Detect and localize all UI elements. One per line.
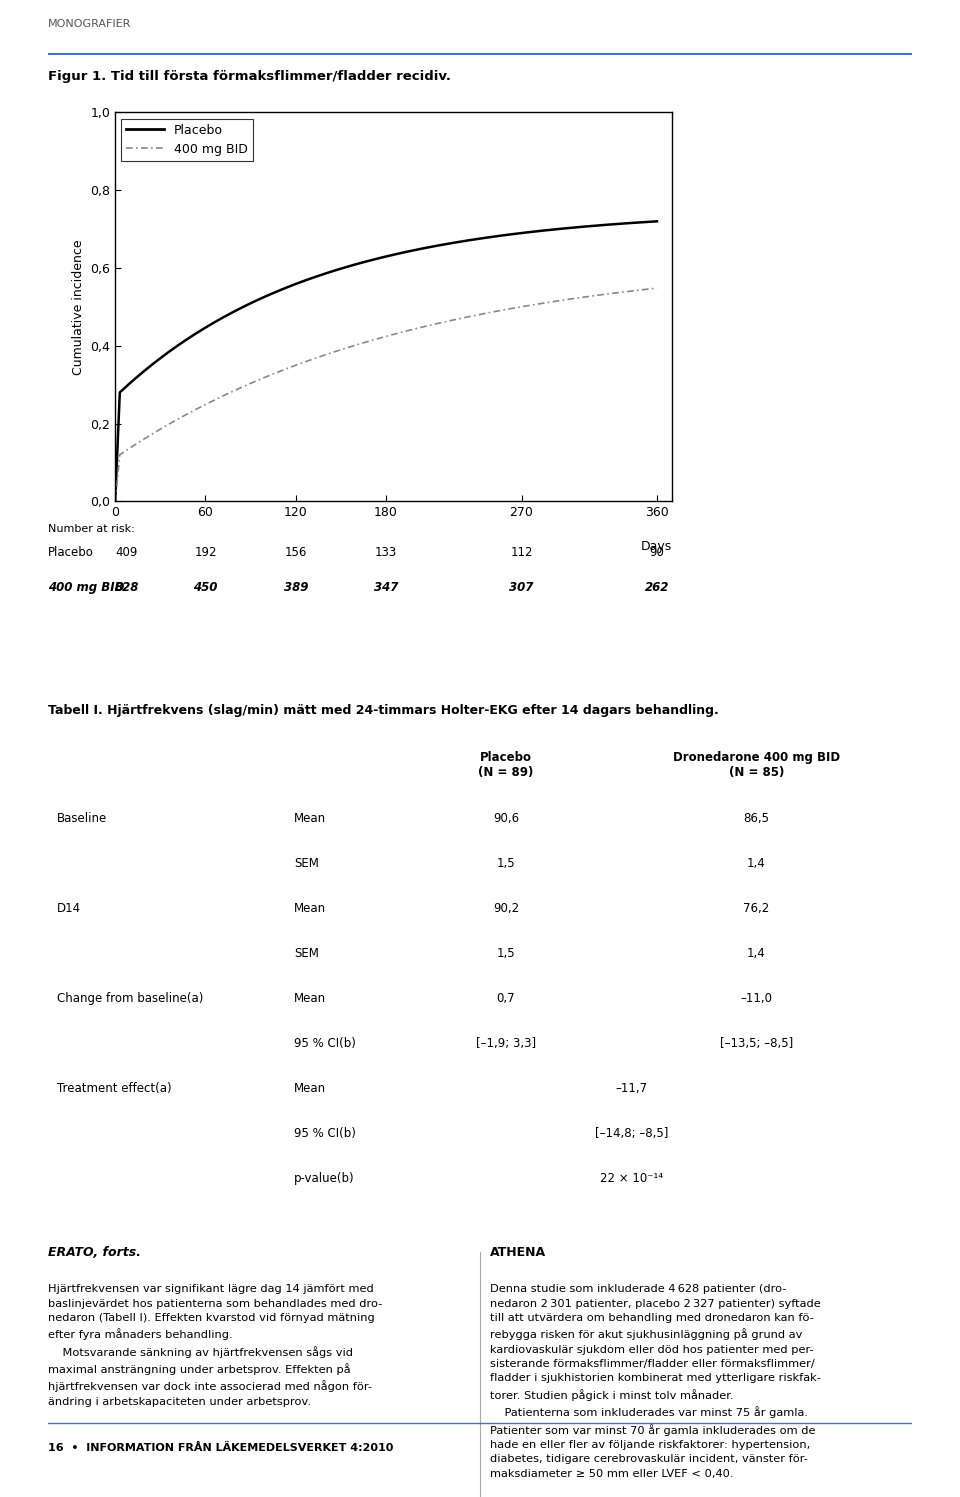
Text: p-value(b): p-value(b): [294, 1172, 355, 1184]
Text: 1,5: 1,5: [496, 948, 516, 960]
Text: [–13,5; –8,5]: [–13,5; –8,5]: [720, 1037, 793, 1049]
Text: Treatment effect(a): Treatment effect(a): [57, 1082, 171, 1094]
Text: 90,6: 90,6: [492, 813, 519, 825]
Text: Placebo
(N = 89): Placebo (N = 89): [478, 751, 534, 778]
Text: 1,4: 1,4: [747, 858, 766, 870]
Text: 86,5: 86,5: [743, 813, 770, 825]
Text: 22 × 10⁻¹⁴: 22 × 10⁻¹⁴: [600, 1172, 662, 1184]
Legend: Placebo, 400 mg BID: Placebo, 400 mg BID: [122, 118, 252, 160]
Text: ATHENA: ATHENA: [490, 1246, 545, 1259]
Text: Hjärtfrekvensen var signifikant lägre dag 14 jämfört med
baslinjevärdet hos pati: Hjärtfrekvensen var signifikant lägre da…: [48, 1284, 382, 1407]
Text: [–1,9; 3,3]: [–1,9; 3,3]: [476, 1037, 536, 1049]
Text: 90,2: 90,2: [492, 903, 519, 915]
Text: 76,2: 76,2: [743, 903, 770, 915]
Text: 828: 828: [115, 581, 139, 594]
Text: 90: 90: [650, 546, 664, 560]
Text: 262: 262: [645, 581, 669, 594]
Text: 307: 307: [510, 581, 534, 594]
Text: 389: 389: [283, 581, 308, 594]
Text: Mean: Mean: [294, 993, 326, 1004]
Text: 192: 192: [194, 546, 217, 560]
Text: 156: 156: [284, 546, 307, 560]
Text: Change from baseline(a): Change from baseline(a): [57, 993, 203, 1004]
Text: 409: 409: [115, 546, 137, 560]
Text: Baseline: Baseline: [57, 813, 107, 825]
Text: Mean: Mean: [294, 903, 326, 915]
Text: 1,4: 1,4: [747, 948, 766, 960]
Text: Dronedarone 400 mg BID
(N = 85): Dronedarone 400 mg BID (N = 85): [673, 751, 840, 778]
Text: SEM: SEM: [294, 948, 319, 960]
Text: 347: 347: [373, 581, 398, 594]
Y-axis label: Cumulative incidence: Cumulative incidence: [72, 240, 84, 374]
Text: 133: 133: [375, 546, 397, 560]
Text: SEM: SEM: [294, 858, 319, 870]
Text: 95 % CI(b): 95 % CI(b): [294, 1037, 356, 1049]
Text: Mean: Mean: [294, 813, 326, 825]
Text: Denna studie som inkluderade 4 628 patienter (dro-
nedaron 2 301 patienter, plac: Denna studie som inkluderade 4 628 patie…: [490, 1284, 821, 1479]
Text: 400 mg BID: 400 mg BID: [48, 581, 125, 594]
Text: 16  •  INFORMATION FRÅN LÄKEMEDELSVERKET 4:2010: 16 • INFORMATION FRÅN LÄKEMEDELSVERKET 4…: [48, 1443, 394, 1454]
Text: Tabell I. Hjärtfrekvens (slag/min) mätt med 24-timmars Holter-EKG efter 14 dagar: Tabell I. Hjärtfrekvens (slag/min) mätt …: [48, 704, 719, 717]
Text: Mean: Mean: [294, 1082, 326, 1094]
Text: Number at risk:: Number at risk:: [48, 524, 134, 534]
Text: ERATO, forts.: ERATO, forts.: [48, 1246, 141, 1259]
Text: –11,7: –11,7: [615, 1082, 647, 1094]
Text: 95 % CI(b): 95 % CI(b): [294, 1127, 356, 1139]
Text: –11,0: –11,0: [740, 993, 773, 1004]
Text: Days: Days: [640, 540, 672, 554]
Text: 112: 112: [511, 546, 533, 560]
Text: Figur 1. Tid till första förmaksflimmer/fladder recidiv.: Figur 1. Tid till första förmaksflimmer/…: [48, 70, 451, 82]
Text: Placebo: Placebo: [48, 546, 94, 560]
Text: D14: D14: [57, 903, 81, 915]
Text: [–14,8; –8,5]: [–14,8; –8,5]: [594, 1127, 668, 1139]
Text: 0,7: 0,7: [496, 993, 516, 1004]
Text: 1,5: 1,5: [496, 858, 516, 870]
Text: MONOGRAFIER: MONOGRAFIER: [48, 19, 132, 30]
Text: 450: 450: [193, 581, 218, 594]
